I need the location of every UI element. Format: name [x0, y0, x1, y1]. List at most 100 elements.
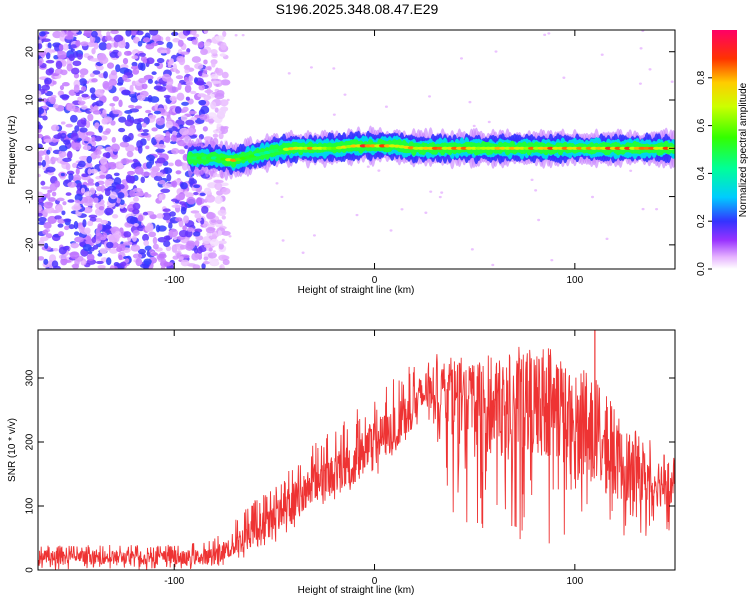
spectrogram-noise-dot: [60, 121, 66, 125]
spectrogram-noise-dot: [55, 204, 64, 213]
spectrogram-noise-dot: [97, 209, 106, 214]
spectrogram-noise-dot: [106, 257, 112, 266]
spectrogram-noise-dot: [133, 196, 140, 202]
spectrogram-noise-dot: [204, 244, 212, 248]
spectrogram-noise-dot: [84, 191, 92, 197]
spectrogram-noise-dot: [76, 53, 83, 60]
spectrogram-noise-dot: [81, 93, 89, 98]
spectrogram-noise-dot: [169, 86, 179, 93]
spectrogram-noise-dot: [42, 229, 49, 235]
spectrogram-noise-dot: [384, 105, 388, 108]
spectrogram-noise-dot: [102, 80, 110, 89]
spectrogram-noise-dot: [179, 51, 190, 55]
spectrogram-noise-dot: [46, 149, 51, 155]
spectrogram-noise-dot: [119, 261, 127, 267]
spectrogram-noise-dot: [93, 42, 99, 50]
spectrogram-noise-dot: [79, 127, 88, 133]
spectrogram-noise-dot: [77, 100, 86, 105]
spectrogram-noise-dot: [83, 206, 93, 214]
spectrogram-noise-dot: [136, 122, 142, 131]
spectrogram-noise-dot: [127, 170, 136, 176]
spectrogram-noise-dot: [155, 117, 165, 126]
spectrogram-noise-dot: [459, 57, 463, 60]
spectrogram-noise-dot: [143, 258, 152, 265]
spectrogram-noise-dot: [124, 119, 134, 127]
spectrogram-noise-dot: [178, 256, 184, 261]
spectrogram-noise-dot: [45, 59, 55, 64]
spectrogram-noise-dot: [641, 207, 645, 211]
spectrogram-noise-dot: [61, 59, 67, 67]
spectrogram-noise-dot: [171, 180, 178, 188]
spectrogram-noise-dot: [87, 220, 94, 227]
spectrogram-noise-dot: [63, 218, 72, 223]
spectrogram-noise-dot: [171, 148, 180, 155]
spectrogram-noise-dot: [132, 202, 141, 210]
spectrogram-noise-dot: [74, 199, 81, 203]
spectrogram-noise-dot: [44, 206, 55, 214]
spectrogram-noise-dot: [131, 61, 138, 67]
spectrogram-y-ticks: -20 -10 0 10 20: [25, 46, 675, 252]
spectrogram-noise-dot: [72, 60, 82, 67]
spectrogram-noise-dot: [75, 168, 80, 175]
spectrogram-noise-dot: [115, 243, 126, 249]
spectrogram-noise-dot: [113, 40, 119, 48]
spectrogram-noise-dot: [203, 256, 209, 261]
spectrogram-noise-dot: [137, 145, 143, 154]
spectrogram-noise-dot: [132, 253, 143, 259]
spectrogram-noise-dot: [86, 155, 93, 164]
spectrogram-noise-dot: [178, 149, 186, 155]
colorbar: 0.0 0.2 0.4 0.6 0.8 Normalized spectral ampl…: [696, 30, 749, 276]
spectrogram-noise-dot: [45, 233, 53, 239]
spectrogram-frame: [37, 29, 676, 270]
spectrogram-noise-dot: [134, 166, 144, 175]
spectrogram-noise-dot: [92, 70, 101, 75]
spectrogram-noise-dot: [190, 30, 197, 36]
spectrogram-noise-dot: [104, 35, 112, 41]
spectrogram-noise-dot: [151, 127, 158, 132]
colorbar-tick-label: 0.4: [696, 166, 707, 180]
spectrogram-x-ticks: -100 0 100: [164, 30, 584, 286]
spectrogram-noise-dot: [60, 172, 65, 177]
spectrogram-noise-dot: [67, 199, 75, 203]
y-tick-label: 200: [25, 433, 36, 450]
spectrogram-noise-dot: [137, 40, 143, 47]
spectrogram-noise-dot: [177, 39, 184, 47]
spectrogram-noise-dot: [56, 197, 65, 202]
spectrogram-noise-dot: [66, 103, 76, 112]
spectrogram-noise-dot: [154, 134, 165, 141]
spectrogram-noise-dot: [95, 100, 104, 107]
spectrogram-noise-dot: [182, 30, 190, 36]
spectrogram-noise-dot: [83, 195, 94, 204]
spectrogram-noise-dot: [64, 225, 70, 231]
spectrogram-noise-dot: [89, 217, 97, 222]
spectrogram-noise-dot: [216, 219, 223, 225]
y-tick-label: 100: [25, 497, 36, 514]
spectrogram-noise-dot: [174, 106, 182, 114]
spectrogram-noise-dot: [38, 204, 43, 212]
spectrogram-noise-dot: [49, 183, 58, 192]
spectrogram-noise-dot: [84, 227, 91, 234]
spectrogram-noise-dot: [91, 30, 98, 38]
spectrogram-noise-dot: [218, 107, 227, 116]
spectrogram-noise-dot: [77, 96, 83, 102]
spectrogram-noise-dot: [55, 60, 63, 70]
spectrogram-noise-dot: [161, 73, 172, 82]
spectrogram-noise-dot: [136, 94, 146, 101]
spectrogram-noise-dot: [65, 123, 73, 128]
spectrogram-noise-dot: [530, 178, 534, 182]
spectrogram-noise-dot: [185, 96, 190, 101]
spectrogram-noise-dot: [97, 52, 107, 61]
spectrogram-noise-dot: [66, 150, 73, 160]
spectrogram-noise-dot: [213, 179, 224, 184]
spectrogram-noise-dot: [193, 184, 201, 189]
spectrogram-noise-dot: [215, 129, 219, 132]
spectrogram-noise-dot: [117, 76, 124, 85]
spectrogram-noise-dot: [180, 259, 190, 267]
spectrogram-noise-dot: [43, 222, 52, 229]
snr-panel: -100 0 100 0 100 200 300 Height of straight l…: [7, 329, 676, 596]
spectrogram-noise-dot: [84, 162, 93, 168]
spectrogram-noise-dot: [389, 229, 393, 232]
spectrogram-noise-dot: [145, 43, 155, 50]
spectrogram-noise-dot: [58, 246, 67, 255]
spectrogram-noise-dot: [210, 219, 217, 224]
